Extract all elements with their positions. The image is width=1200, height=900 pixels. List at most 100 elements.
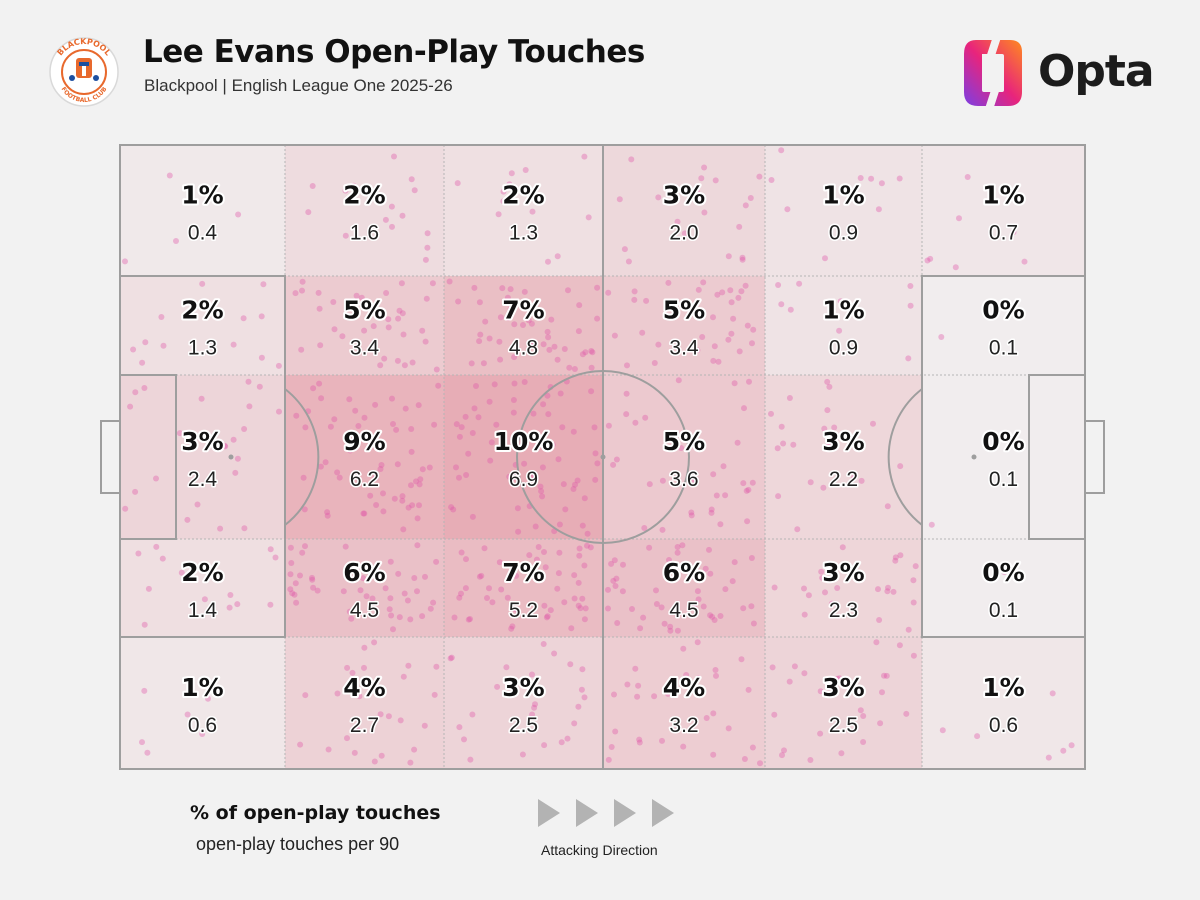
touch-dot bbox=[369, 595, 376, 602]
touch-dot bbox=[659, 737, 665, 744]
touch-dot bbox=[462, 585, 469, 592]
touch-dot bbox=[521, 379, 528, 385]
touch-dot bbox=[480, 360, 487, 367]
zone-cell bbox=[922, 637, 1085, 769]
touch-dot bbox=[221, 442, 228, 449]
touch-dot bbox=[565, 287, 571, 294]
touch-dot bbox=[287, 544, 294, 551]
touch-dot bbox=[361, 644, 368, 651]
touch-dot bbox=[712, 177, 719, 184]
touch-dot bbox=[241, 525, 248, 532]
touch-dot bbox=[486, 398, 493, 405]
touch-dot bbox=[631, 288, 638, 295]
touch-dot bbox=[370, 323, 377, 330]
touch-dot bbox=[408, 426, 415, 432]
touch-dot bbox=[446, 278, 453, 285]
touch-dot bbox=[655, 194, 662, 201]
touch-dot bbox=[402, 405, 409, 412]
zone-per90-label: 1.4 bbox=[188, 599, 218, 622]
touch-dot bbox=[132, 488, 139, 495]
touch-dot bbox=[910, 577, 917, 584]
touch-dot bbox=[749, 340, 755, 347]
touch-dot bbox=[549, 441, 556, 448]
touch-dot bbox=[416, 502, 422, 509]
zone-cell bbox=[765, 276, 922, 375]
touch-dot bbox=[391, 153, 397, 160]
touch-dot bbox=[422, 338, 429, 345]
zone-cell bbox=[120, 145, 285, 276]
touch-dot bbox=[486, 335, 493, 342]
touch-dot bbox=[903, 710, 910, 717]
touch-dot bbox=[710, 357, 717, 364]
touch-dot bbox=[382, 216, 389, 223]
touch-dot bbox=[510, 472, 517, 479]
zone-pct-label: 0% bbox=[982, 427, 1024, 456]
touch-dot bbox=[348, 615, 355, 622]
touch-dot bbox=[836, 327, 843, 334]
touch-dot bbox=[400, 526, 407, 533]
touch-dot bbox=[317, 342, 324, 349]
zone-pct-label: 9% bbox=[343, 427, 385, 456]
touch-dot bbox=[353, 292, 360, 299]
touch-dot bbox=[692, 686, 699, 693]
touch-dot bbox=[529, 671, 535, 678]
touch-dot bbox=[301, 506, 308, 513]
touch-dot bbox=[201, 596, 208, 603]
touch-dot bbox=[575, 328, 582, 335]
touch-dot bbox=[389, 223, 395, 230]
touch-dot bbox=[372, 401, 379, 408]
touch-dot bbox=[465, 450, 472, 457]
zone-per90-label: 4.5 bbox=[669, 599, 698, 622]
touch-dot bbox=[896, 175, 903, 182]
touch-dot bbox=[297, 741, 304, 748]
touch-dot bbox=[408, 448, 415, 455]
touch-dot bbox=[564, 735, 571, 742]
touch-dot bbox=[540, 641, 547, 647]
touch-dot bbox=[141, 621, 148, 628]
touch-dot bbox=[488, 439, 495, 446]
touch-dot bbox=[450, 506, 457, 513]
touch-dot bbox=[496, 559, 503, 566]
zone-pct-label: 2% bbox=[502, 181, 544, 210]
touch-dot bbox=[875, 206, 882, 213]
touch-dot bbox=[728, 299, 735, 306]
touch-dot bbox=[589, 349, 596, 356]
touch-dot bbox=[461, 736, 467, 743]
touch-dot bbox=[551, 343, 558, 350]
touch-dot bbox=[431, 691, 438, 698]
touch-dot bbox=[454, 180, 461, 187]
touch-dot bbox=[608, 744, 615, 750]
touch-dot bbox=[736, 223, 743, 230]
touch-dot bbox=[674, 627, 681, 634]
touch-dot bbox=[714, 291, 721, 298]
touch-dot bbox=[234, 455, 241, 462]
legend-per90-label: open-play touches per 90 bbox=[196, 834, 400, 854]
touch-dot bbox=[750, 326, 757, 333]
touch-dot bbox=[896, 642, 903, 649]
zone-pct-label: 7% bbox=[502, 296, 544, 325]
zone-cell bbox=[922, 375, 1085, 539]
touch-dot bbox=[905, 355, 912, 362]
touch-dot bbox=[640, 614, 647, 621]
zone-per90-label: 0.4 bbox=[188, 222, 218, 245]
touch-dot bbox=[745, 486, 752, 493]
touch-dot bbox=[427, 605, 434, 612]
touch-dot bbox=[314, 587, 321, 594]
touch-dot bbox=[784, 206, 791, 213]
touch-dot bbox=[678, 445, 685, 451]
touch-dot bbox=[742, 202, 749, 209]
touch-dot bbox=[819, 574, 826, 581]
zone-per90-label: 3.6 bbox=[669, 468, 698, 491]
zone-per90-label: 3.4 bbox=[669, 337, 699, 360]
touch-dot bbox=[566, 364, 573, 371]
touch-dot bbox=[494, 683, 501, 690]
zone-pct-label: 3% bbox=[822, 558, 864, 587]
touch-dot bbox=[559, 424, 566, 431]
touch-dot bbox=[529, 208, 536, 215]
touch-dot bbox=[276, 408, 282, 415]
zone-pct-label: 1% bbox=[982, 673, 1024, 702]
touch-dot bbox=[385, 316, 392, 323]
touch-dot bbox=[514, 505, 521, 512]
zone-cell bbox=[120, 637, 285, 769]
touch-dot bbox=[176, 430, 183, 437]
